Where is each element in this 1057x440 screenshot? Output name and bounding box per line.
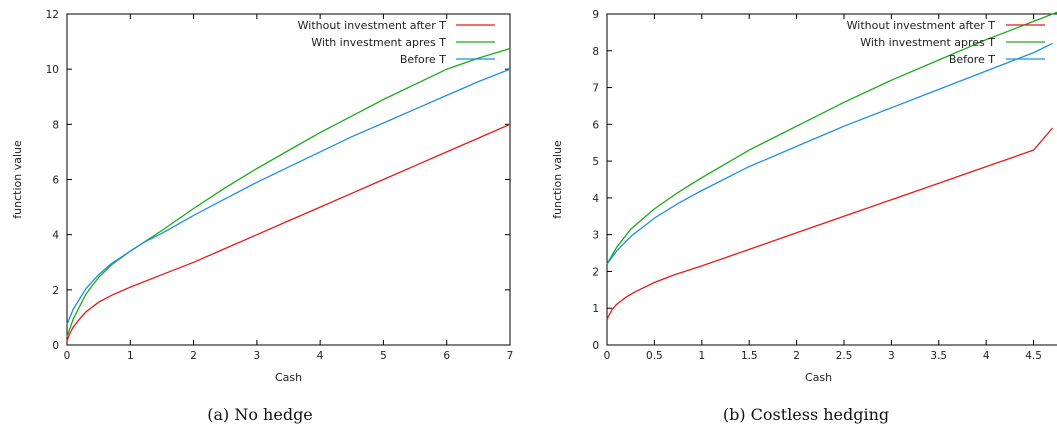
series-line-2 — [66, 47, 511, 337]
legend-label-1: Without investment after T — [298, 19, 447, 32]
x-tick-label: 0 — [604, 350, 611, 362]
y-tick-label: 5 — [592, 156, 599, 168]
series-line-2 — [606, 11, 1057, 265]
y-tick-label: 8 — [592, 46, 599, 58]
legend-label-3: Before T — [949, 53, 995, 66]
x-axis-label: Cash — [805, 371, 832, 384]
legend-label-2: With investment apres T — [860, 36, 995, 49]
x-tick-label: 2 — [793, 350, 800, 362]
y-tick-label: 4 — [52, 230, 59, 242]
series-line-3 — [66, 68, 511, 325]
y-tick-label: 2 — [592, 266, 599, 278]
y-tick-label: 6 — [592, 119, 599, 131]
x-tick-label: 1 — [698, 350, 705, 362]
series-line-1 — [606, 127, 1053, 320]
legend-label-1: Without investment after T — [847, 19, 996, 32]
chart-b: 0 0.5 1 1.5 2 2.5 3 3.5 4 4.5 0 1 2 3 4 5 6 7 8 9 Cash functi… — [551, 9, 1057, 424]
series-line-3 — [606, 42, 1053, 265]
x-tick-label: 7 — [507, 350, 514, 362]
x-tick-label: 0.5 — [646, 350, 663, 362]
x-axis-label: Cash — [275, 371, 302, 384]
x-tick-label: 1.5 — [741, 350, 758, 362]
x-tick-label: 5 — [380, 350, 387, 362]
x-tick-label: 3.5 — [930, 350, 947, 362]
x-tick-label: 3 — [888, 350, 895, 362]
y-axis-label: function value — [551, 140, 564, 219]
x-tick-label: 6 — [443, 350, 450, 362]
y-tick-label: 0 — [52, 340, 59, 352]
x-tick-label: 0 — [64, 350, 71, 362]
figure-caption: (b) Costless hedging — [723, 405, 889, 424]
series-line-1 — [66, 123, 511, 342]
x-tick-label: 2 — [190, 350, 197, 362]
x-tick-label: 2.5 — [836, 350, 853, 362]
y-tick-label: 4 — [592, 193, 599, 205]
legend-label-2: With investment apres T — [311, 36, 446, 49]
y-axis-label: function value — [11, 140, 24, 219]
x-tick-label: 3 — [254, 350, 261, 362]
y-tick-label: 6 — [52, 175, 59, 187]
x-tick-label: 4 — [983, 350, 990, 362]
x-tick-label: 4 — [317, 350, 324, 362]
x-tick-label: 1 — [127, 350, 134, 362]
plot-frame — [606, 13, 1057, 346]
y-tick-label: 12 — [46, 9, 59, 21]
y-tick-label: 10 — [46, 64, 59, 76]
legend-label-3: Before T — [400, 53, 446, 66]
figure-caption: (a) No hedge — [207, 405, 313, 424]
y-tick-label: 8 — [52, 119, 59, 131]
y-tick-label: 1 — [592, 303, 599, 315]
y-tick-label: 7 — [592, 83, 599, 95]
y-tick-label: 3 — [592, 230, 599, 242]
y-tick-label: 2 — [52, 285, 59, 297]
y-tick-label: 9 — [592, 9, 599, 21]
y-tick-label: 0 — [592, 340, 599, 352]
x-tick-label: 4.5 — [1025, 350, 1042, 362]
